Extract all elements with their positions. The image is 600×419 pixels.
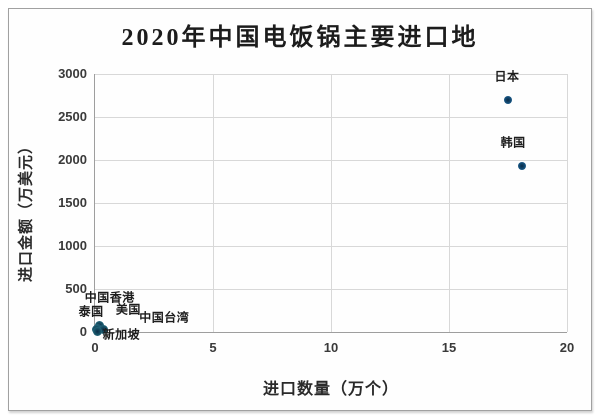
y-axis-title: 进口金额（万美元） bbox=[17, 137, 35, 283]
gridline-vertical bbox=[566, 74, 568, 332]
y-tick-label: 1500 bbox=[58, 195, 87, 210]
gridline-horizontal bbox=[95, 202, 567, 204]
gridline-horizontal bbox=[95, 245, 567, 247]
point-label: 韩国 bbox=[500, 135, 526, 150]
point-label: 日本 bbox=[494, 69, 520, 84]
x-axis-title: 进口数量（万个） bbox=[262, 381, 399, 398]
point-label: 美国 bbox=[115, 302, 141, 317]
scatter-point bbox=[92, 326, 102, 336]
x-tick-label: 0 bbox=[91, 340, 99, 355]
y-tick-label: 2500 bbox=[58, 109, 87, 124]
x-axis-line bbox=[94, 332, 567, 333]
y-axis-line bbox=[94, 74, 95, 333]
gridline-horizontal bbox=[95, 73, 567, 75]
gridline-horizontal bbox=[95, 116, 567, 118]
y-tick-label: 1000 bbox=[58, 238, 87, 253]
gridline-horizontal bbox=[95, 159, 567, 161]
x-tick-label: 20 bbox=[559, 340, 575, 355]
point-label: 新加坡 bbox=[102, 327, 141, 342]
x-tick-label: 10 bbox=[323, 340, 339, 355]
y-tick-label: 0 bbox=[79, 324, 87, 339]
y-tick-label: 3000 bbox=[58, 66, 87, 81]
point-label: 中国台湾 bbox=[139, 310, 190, 325]
chart-card bbox=[8, 8, 592, 411]
chart-title: 2020年中国电饭锅主要进口地 bbox=[121, 25, 479, 51]
y-tick-label: 500 bbox=[65, 281, 87, 296]
scatter-point bbox=[98, 324, 108, 334]
point-label: 中国香港 bbox=[84, 290, 135, 305]
y-tick-label: 2000 bbox=[58, 152, 87, 167]
gridline-horizontal bbox=[95, 288, 567, 290]
x-tick-label: 15 bbox=[441, 340, 457, 355]
point-label: 泰国 bbox=[78, 304, 104, 319]
scatter-point bbox=[504, 95, 512, 104]
x-tick-label: 5 bbox=[209, 340, 217, 355]
scatter-point bbox=[518, 162, 527, 171]
